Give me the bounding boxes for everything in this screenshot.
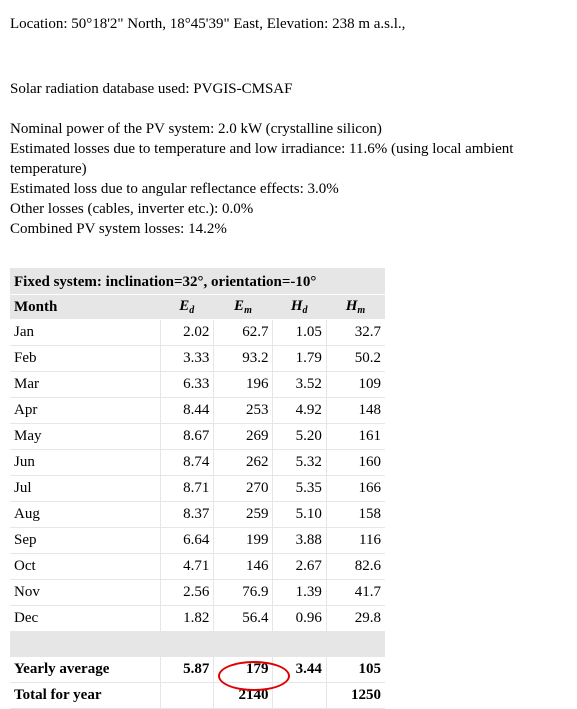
nominal-power-text: Nominal power of the PV system: 2.0 kW (… [10,121,382,137]
ed-cell: 6.33 [160,372,214,398]
ed-cell: 6.64 [160,528,214,554]
total-hm-cell: 1250 [325,683,385,709]
hd-cell: 5.10 [272,502,326,528]
hm-cell: 50.2 [325,346,385,372]
system-info: Nominal power of the PV system: 2.0 kW (… [10,119,575,239]
hd-cell: 3.88 [272,528,326,554]
ed-cell: 2.02 [160,320,214,346]
month-cell: Apr [10,398,160,424]
month-cell: Jun [10,450,160,476]
pv-output-table: Fixed system: inclination=32°, orientati… [10,268,385,709]
em-cell: 196 [213,372,273,398]
table-row: Apr 8.44 253 4.92 148 [10,398,385,424]
hd-cell: 1.05 [272,320,326,346]
table-row: Jan 2.02 62.7 1.05 32.7 [10,320,385,346]
table-row: Aug 8.37 259 5.10 158 [10,502,385,528]
em-cell: 62.7 [213,320,273,346]
month-cell: Jan [10,320,160,346]
em-cell: 199 [213,528,273,554]
hd-cell: 1.79 [272,346,326,372]
ed-cell: 2.56 [160,580,214,606]
header-em: Em [213,295,273,320]
header-ed: Ed [160,295,214,320]
month-cell: Mar [10,372,160,398]
header-month: Month [10,295,160,320]
temperature-loss-text: Estimated losses due to temperature and … [10,141,514,177]
month-cell: Jul [10,476,160,502]
hd-cell: 4.92 [272,398,326,424]
ed-cell: 8.74 [160,450,214,476]
hm-cell: 109 [325,372,385,398]
month-cell: Nov [10,580,160,606]
hm-cell: 41.7 [325,580,385,606]
hd-cell: 2.67 [272,554,326,580]
hm-cell: 148 [325,398,385,424]
hm-cell: 116 [325,528,385,554]
annotation-circle [218,661,290,691]
location-text: Location: 50°18'2" North, 18°45'39" East… [10,16,406,32]
hd-cell: 3.52 [272,372,326,398]
ed-cell: 8.37 [160,502,214,528]
hd-cell: 5.35 [272,476,326,502]
table-row: Mar 6.33 196 3.52 109 [10,372,385,398]
month-cell: May [10,424,160,450]
hd-cell: 1.39 [272,580,326,606]
hm-cell: 161 [325,424,385,450]
month-cell: Feb [10,346,160,372]
em-cell: 270 [213,476,273,502]
table-row: Sep 6.64 199 3.88 116 [10,528,385,554]
em-cell: 269 [213,424,273,450]
table-row: Feb 3.33 93.2 1.79 50.2 [10,346,385,372]
em-cell: 76.9 [213,580,273,606]
yearly-average-row: Yearly average 5.87 179 3.44 105 [10,657,385,683]
em-cell: 262 [213,450,273,476]
table-row: Jun 8.74 262 5.32 160 [10,450,385,476]
avg-ed-cell: 5.87 [160,657,214,683]
hd-cell: 5.32 [272,450,326,476]
ed-cell: 8.71 [160,476,214,502]
table-caption: Fixed system: inclination=32°, orientati… [10,268,385,295]
header-hm: Hm [325,295,385,320]
hm-cell: 166 [325,476,385,502]
hm-cell: 82.6 [325,554,385,580]
month-cell: Sep [10,528,160,554]
header-hd: Hd [272,295,326,320]
month-cell: Dec [10,606,160,632]
ed-cell: 8.44 [160,398,214,424]
table-row: Jul 8.71 270 5.35 166 [10,476,385,502]
hm-cell: 29.8 [325,606,385,632]
ed-cell: 3.33 [160,346,214,372]
ed-cell: 1.82 [160,606,214,632]
total-hd-empty [272,683,326,709]
total-ed-empty [160,683,214,709]
hd-cell: 5.20 [272,424,326,450]
avg-hm-cell: 105 [325,657,385,683]
month-cell: Aug [10,502,160,528]
table-row: Nov 2.56 76.9 1.39 41.7 [10,580,385,606]
hd-cell: 0.96 [272,606,326,632]
hm-cell: 160 [325,450,385,476]
em-cell: 253 [213,398,273,424]
total-for-year-row: Total for year 2140 1250 [10,683,385,709]
table-row: May 8.67 269 5.20 161 [10,424,385,450]
em-cell: 259 [213,502,273,528]
em-cell: 93.2 [213,346,273,372]
total-label: Total for year [10,683,160,709]
em-cell: 146 [213,554,273,580]
table-row: Oct 4.71 146 2.67 82.6 [10,554,385,580]
ed-cell: 8.67 [160,424,214,450]
yearly-average-label: Yearly average [10,657,160,683]
reflectance-loss-text: Estimated loss due to angular reflectanc… [10,181,339,197]
hm-cell: 32.7 [325,320,385,346]
combined-loss-text: Combined PV system losses: 14.2% [10,221,227,237]
table-row: Dec 1.82 56.4 0.96 29.8 [10,606,385,632]
em-cell: 56.4 [213,606,273,632]
hm-cell: 158 [325,502,385,528]
database-text: Solar radiation database used: PVGIS-CMS… [10,81,293,97]
month-cell: Oct [10,554,160,580]
ed-cell: 4.71 [160,554,214,580]
other-loss-text: Other losses (cables, inverter etc.): 0.… [10,201,254,217]
